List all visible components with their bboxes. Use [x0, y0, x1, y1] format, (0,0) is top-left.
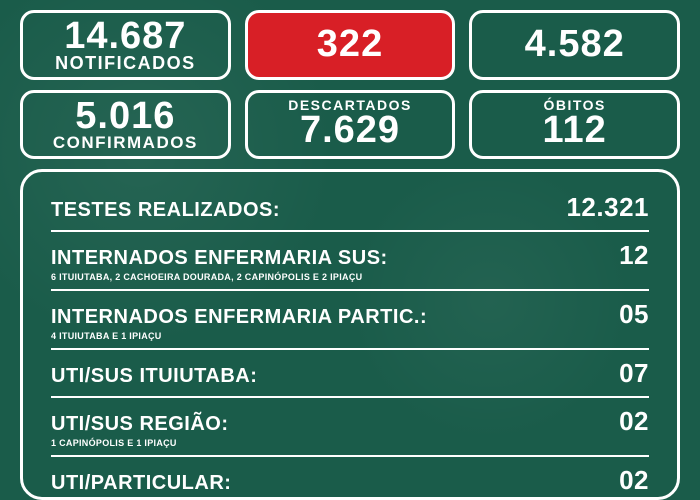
card-descartados: DESCARTADOS 7.629 — [245, 90, 456, 159]
card-label: NOTIFICADOS — [55, 54, 196, 73]
detail-value: 02 — [619, 465, 649, 496]
detail-uti-sus-regiao: UTI/SUS REGIÃO: 02 1 CAPINÓPOLIS E 1 IPI… — [51, 406, 649, 457]
summary-row-1: 14.687 NOTIFICADOS 322 4.582 — [20, 10, 680, 80]
detail-title: TESTES REALIZADOS: — [51, 199, 280, 222]
detail-title: UTI/SUS REGIÃO: — [51, 413, 229, 436]
detail-uti-sus-ituiutaba: UTI/SUS ITUIUTABA: 07 — [51, 358, 649, 398]
detail-value: 02 — [619, 406, 649, 437]
card-value: 112 — [543, 111, 607, 151]
card-value: 322 — [317, 25, 383, 65]
detail-enfermaria-partic: INTERNADOS ENFERMARIA PARTIC.: 05 4 ITUI… — [51, 299, 649, 350]
card-confirmados: 5.016 CONFIRMADOS — [20, 90, 231, 159]
detail-value: 05 — [619, 299, 649, 330]
card-stat-3: 4.582 — [469, 10, 680, 80]
card-notificados: 14.687 NOTIFICADOS — [20, 10, 231, 80]
detail-value: 12 — [619, 240, 649, 271]
detail-sub: 1 CAPINÓPOLIS E 1 IPIAÇU — [51, 438, 649, 448]
card-value: 4.582 — [525, 25, 625, 65]
detail-uti-particular: UTI/PARTICULAR: 02 2 ITUIUTABA — [51, 465, 649, 500]
detail-value: 12.321 — [566, 192, 649, 223]
card-obitos: ÓBITOS 112 — [469, 90, 680, 159]
summary-row-2: 5.016 CONFIRMADOS DESCARTADOS 7.629 ÓBIT… — [20, 90, 680, 159]
detail-title: UTI/SUS ITUIUTABA: — [51, 365, 257, 388]
detail-testes: TESTES REALIZADOS: 12.321 — [51, 192, 649, 232]
detail-sub: 6 ITUIUTABA, 2 CACHOEIRA DOURADA, 2 CAPI… — [51, 272, 649, 282]
card-highlight: 322 — [245, 10, 456, 80]
detail-value: 07 — [619, 358, 649, 389]
card-value: 7.629 — [300, 111, 400, 151]
detail-title: UTI/PARTICULAR: — [51, 472, 231, 495]
detail-sub: 4 ITUIUTABA E 1 IPIAÇU — [51, 331, 649, 341]
detail-title: INTERNADOS ENFERMARIA SUS: — [51, 247, 388, 270]
details-panel: TESTES REALIZADOS: 12.321 INTERNADOS ENF… — [20, 169, 680, 500]
detail-title: INTERNADOS ENFERMARIA PARTIC.: — [51, 306, 427, 329]
dashboard-container: 14.687 NOTIFICADOS 322 4.582 5.016 CONFI… — [0, 0, 700, 500]
detail-enfermaria-sus: INTERNADOS ENFERMARIA SUS: 12 6 ITUIUTAB… — [51, 240, 649, 291]
card-value: 5.016 — [75, 97, 175, 137]
detail-sub: 2 ITUIUTABA — [51, 497, 649, 500]
card-value: 14.687 — [64, 17, 186, 57]
card-label: CONFIRMADOS — [53, 134, 198, 152]
